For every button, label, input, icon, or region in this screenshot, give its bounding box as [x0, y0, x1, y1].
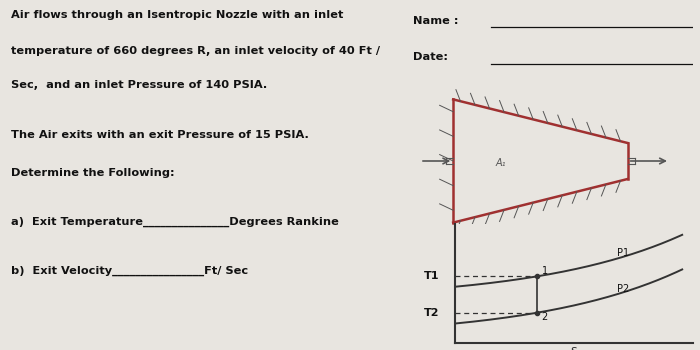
Text: T1: T1: [424, 271, 439, 281]
Text: P2: P2: [617, 284, 629, 294]
Text: Date:: Date:: [413, 52, 448, 62]
X-axis label: s: s: [570, 344, 578, 350]
Text: Name :: Name :: [413, 16, 459, 26]
Text: A₁: A₁: [496, 158, 506, 168]
Text: The Air exits with an exit Pressure of 15 PSIA.: The Air exits with an exit Pressure of 1…: [11, 130, 309, 140]
Text: Air flows through an Isentropic Nozzle with an inlet: Air flows through an Isentropic Nozzle w…: [11, 10, 344, 21]
Text: b)  Exit Velocity________________Ft/ Sec: b) Exit Velocity________________Ft/ Sec: [11, 266, 248, 276]
Text: temperature of 660 degrees R, an inlet velocity of 40 Ft /: temperature of 660 degrees R, an inlet v…: [11, 46, 380, 56]
Text: T2: T2: [424, 308, 439, 318]
Text: Sec,  and an inlet Pressure of 140 PSIA.: Sec, and an inlet Pressure of 140 PSIA.: [11, 80, 267, 91]
Text: a)  Exit Temperature_______________Degrees Rankine: a) Exit Temperature_______________Degree…: [11, 217, 339, 227]
Text: 2: 2: [542, 312, 548, 322]
Text: 1: 1: [542, 266, 547, 276]
Text: P1: P1: [617, 248, 629, 258]
Text: Determine the Following:: Determine the Following:: [11, 168, 175, 178]
